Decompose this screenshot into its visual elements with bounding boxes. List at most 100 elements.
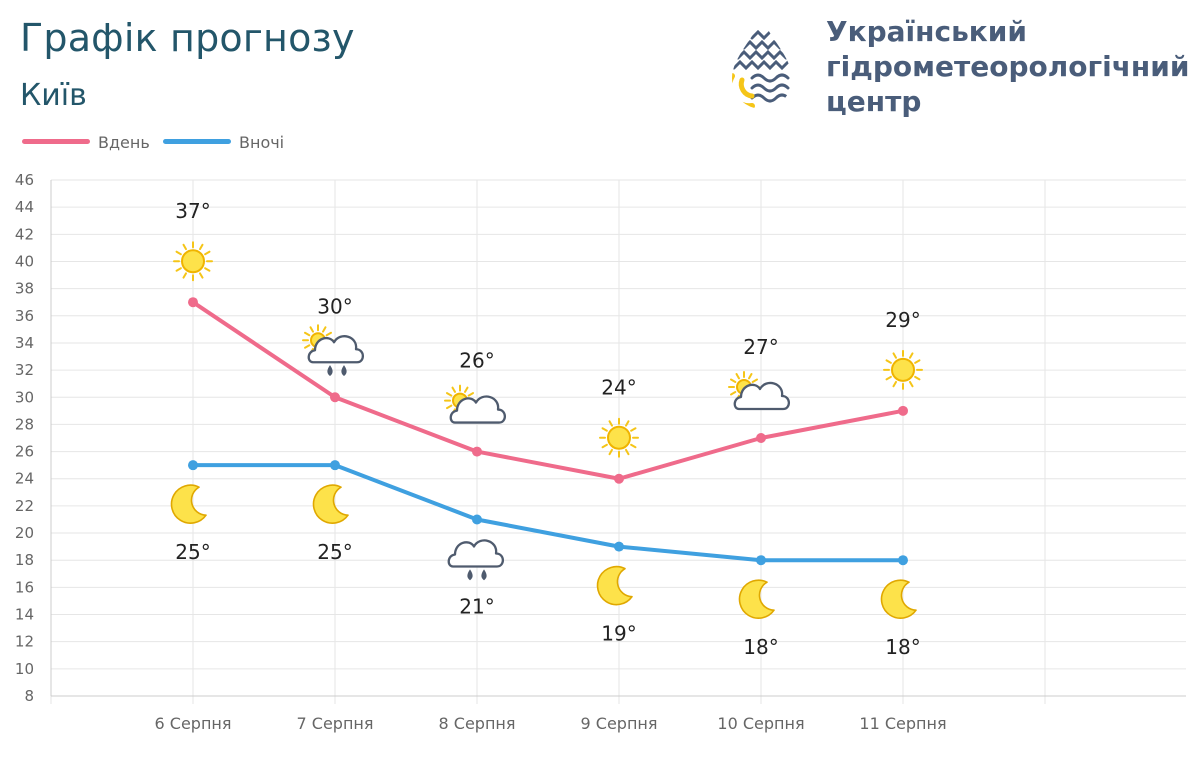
city-name: Київ bbox=[20, 78, 87, 113]
legend-swatch-day bbox=[22, 139, 90, 144]
cloud-shape bbox=[449, 395, 507, 424]
x-tick-label: 11 Серпня bbox=[859, 714, 946, 733]
data-label-day: 30° bbox=[317, 294, 352, 318]
legend-label-night: Вночі bbox=[239, 133, 285, 152]
data-point-night bbox=[472, 514, 482, 525]
cloud-shape bbox=[733, 381, 791, 411]
sun-disc bbox=[181, 249, 205, 274]
sun-ray bbox=[909, 380, 914, 388]
y-tick-label: 20 bbox=[15, 524, 34, 542]
sun-ray bbox=[175, 267, 182, 272]
y-tick-label: 8 bbox=[24, 687, 34, 705]
sun-ray bbox=[608, 448, 613, 456]
cloud-shape bbox=[447, 539, 505, 568]
sun-ray bbox=[909, 352, 914, 359]
logo-line: гідрометеорологічний bbox=[826, 50, 1190, 83]
sun-ray bbox=[914, 375, 921, 381]
sun-ray bbox=[182, 272, 187, 279]
data-label-day: 26° bbox=[459, 349, 494, 373]
data-point-day bbox=[614, 473, 624, 484]
y-tick-label: 22 bbox=[15, 497, 34, 515]
page-title: Графік прогнозу bbox=[20, 16, 355, 60]
sun-ray bbox=[601, 443, 608, 449]
cloud-rain-icon bbox=[447, 539, 505, 581]
sun-ray bbox=[730, 391, 737, 396]
sun-ray bbox=[608, 420, 613, 427]
sun-ray bbox=[751, 378, 758, 383]
sun-ray bbox=[730, 378, 737, 383]
cloud-shape bbox=[307, 335, 365, 364]
series-line-night bbox=[191, 463, 905, 563]
y-tick-label: 44 bbox=[15, 198, 34, 216]
data-label-night: 19° bbox=[601, 622, 636, 646]
moon-shape bbox=[312, 484, 349, 524]
y-tick-label: 34 bbox=[15, 334, 34, 352]
moon-shape bbox=[170, 484, 207, 524]
sun-ray bbox=[467, 392, 474, 397]
data-point-night bbox=[756, 555, 766, 566]
sun-ray bbox=[446, 392, 453, 397]
sun-ray bbox=[625, 448, 630, 456]
x-tick-label: 6 Серпня bbox=[155, 714, 232, 733]
y-tick-label: 26 bbox=[15, 443, 34, 461]
sun-icon bbox=[173, 241, 213, 282]
data-label-day: 27° bbox=[743, 335, 778, 359]
y-tick-label: 40 bbox=[15, 252, 34, 270]
data-label-night: 25° bbox=[317, 540, 352, 564]
y-tick-label: 10 bbox=[15, 660, 34, 678]
rain-drop bbox=[481, 569, 487, 581]
sun-ray bbox=[748, 373, 753, 380]
sun-disc bbox=[607, 425, 631, 450]
water-drop-logo-icon bbox=[732, 18, 792, 109]
moon-shape bbox=[738, 579, 775, 620]
moon-icon bbox=[312, 484, 349, 524]
rain-drop bbox=[341, 365, 347, 377]
data-point-night bbox=[188, 460, 198, 471]
moon-shape bbox=[596, 565, 633, 606]
data-label-night: 21° bbox=[459, 594, 494, 618]
moon-icon bbox=[170, 484, 207, 524]
sun-ray bbox=[304, 331, 311, 337]
data-point-day bbox=[756, 433, 766, 443]
rain-drop bbox=[327, 365, 333, 377]
sun-ray bbox=[322, 326, 327, 333]
sun-ray bbox=[175, 250, 182, 256]
data-point-day bbox=[898, 405, 908, 416]
sun-ray bbox=[451, 386, 456, 393]
x-tick-label: 7 Серпня bbox=[297, 714, 374, 733]
rain-drop bbox=[467, 569, 473, 581]
data-point-night bbox=[614, 541, 624, 552]
y-tick-label: 24 bbox=[15, 470, 34, 488]
y-tick-label: 38 bbox=[15, 280, 34, 298]
data-label-day: 37° bbox=[175, 199, 210, 223]
series-line-day bbox=[191, 300, 905, 481]
sun-cloud-icon bbox=[444, 384, 507, 424]
data-point-day bbox=[472, 446, 482, 457]
moon-shape bbox=[880, 579, 917, 620]
logo-text: Український гідрометеорологічний центр bbox=[826, 14, 1190, 119]
logo-line: Український bbox=[826, 15, 1028, 48]
sun-ray bbox=[464, 386, 469, 393]
data-point-day bbox=[330, 392, 340, 403]
sun-ray bbox=[199, 272, 204, 279]
y-tick-label: 32 bbox=[15, 361, 34, 379]
sun-ray bbox=[625, 420, 630, 427]
y-tick-label: 28 bbox=[15, 415, 34, 433]
sun-ray bbox=[325, 331, 332, 337]
sun-ray bbox=[182, 243, 187, 251]
legend-label-day: Вдень bbox=[98, 133, 150, 152]
logo-line: центр bbox=[826, 85, 922, 118]
data-label-day: 24° bbox=[601, 376, 636, 400]
sun-disc bbox=[891, 357, 915, 382]
sun-ray bbox=[309, 326, 314, 333]
y-tick-label: 14 bbox=[15, 606, 34, 624]
y-tick-label: 16 bbox=[15, 578, 34, 596]
sun-ray bbox=[885, 375, 892, 381]
sun-ray bbox=[601, 427, 608, 432]
legend-swatch-night bbox=[163, 139, 231, 144]
x-tick-label: 9 Серпня bbox=[581, 714, 658, 733]
data-label-night: 18° bbox=[885, 635, 920, 659]
sun-ray bbox=[204, 267, 211, 272]
sun-ray bbox=[735, 373, 740, 380]
y-tick-label: 42 bbox=[15, 225, 34, 243]
